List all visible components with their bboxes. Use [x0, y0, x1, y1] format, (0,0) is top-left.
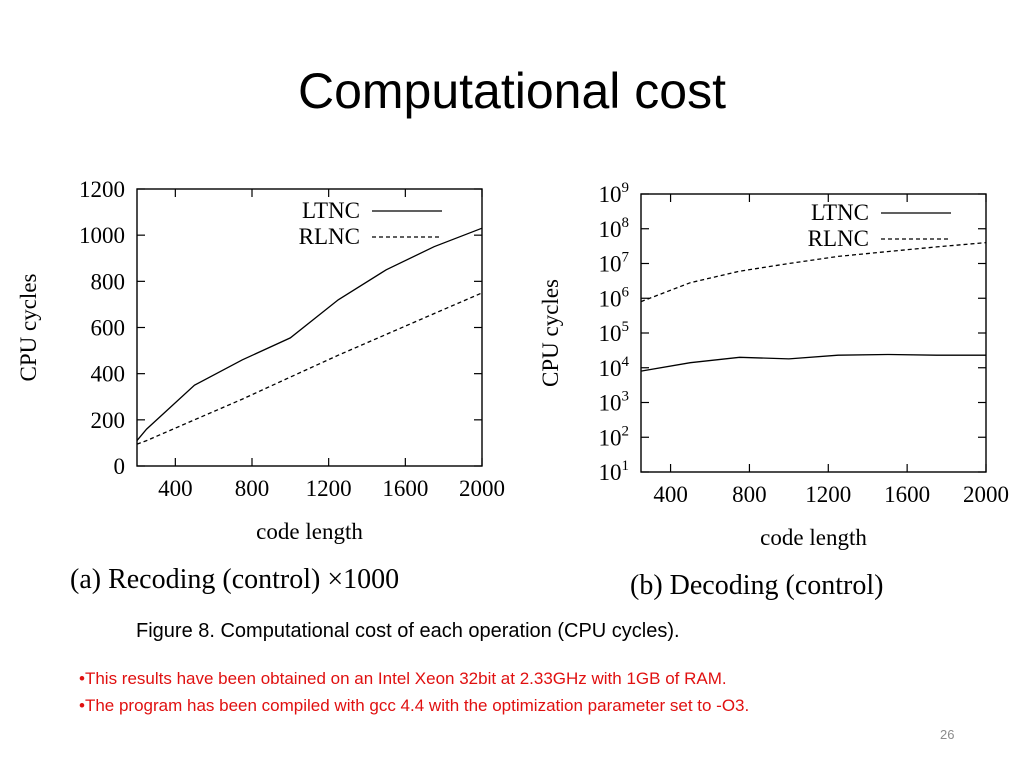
- x-tick-label: 2000: [459, 476, 505, 501]
- y-tick-label: 600: [91, 316, 126, 341]
- series-line-ltnc: [136, 227, 483, 442]
- chart-decoding-svg: 400 800 1200 1600 2000 101 102 103 104 105 106 107 1…: [538, 180, 1009, 600]
- chart-recoding-svg: 400 800 1200 1600 2000 0 200 400 600 800 1000 1200 L…: [16, 177, 505, 595]
- y-tick-label: 107: [599, 250, 630, 277]
- slide-title: Computational cost: [297, 63, 726, 119]
- legend-label: LTNC: [302, 198, 360, 223]
- y-tick-label: 200: [91, 408, 126, 433]
- slide-number: 26: [940, 727, 955, 742]
- y-tick-label: 1200: [79, 177, 125, 202]
- y-tick-label: 102: [599, 423, 630, 450]
- x-tick-label: 800: [732, 482, 767, 507]
- y-tick-label: 800: [91, 269, 126, 294]
- series-line-rlnc: [136, 292, 483, 445]
- chart-title: (a) Recoding (control) ×1000: [70, 564, 399, 595]
- x-tick-label: 400: [653, 482, 688, 507]
- figure-caption: Figure 8. Computational cost of each ope…: [136, 620, 680, 642]
- y-tick-label: 1000: [79, 223, 125, 248]
- y-tick-label: 400: [91, 362, 126, 387]
- chart-recoding: 400 800 1200 1600 2000 0 200 400 600 800 1000 1200 L…: [8, 170, 518, 600]
- x-axis-label: code length: [760, 525, 867, 550]
- legend-label: LTNC: [811, 200, 869, 225]
- y-tick-label: 105: [599, 319, 630, 346]
- x-tick-label: 800: [235, 476, 270, 501]
- y-tick-label: 108: [599, 215, 630, 242]
- x-tick-label: 2000: [963, 482, 1009, 507]
- series-line-rlnc: [640, 241, 987, 303]
- x-tick-label: 400: [158, 476, 193, 501]
- chart-title: (b) Decoding (control): [630, 570, 883, 600]
- legend-label: RLNC: [808, 226, 869, 251]
- notes-list: •This results have been obtained on an I…: [79, 665, 749, 719]
- x-tick-label: 1600: [382, 476, 428, 501]
- chart-decoding: 400 800 1200 1600 2000 101 102 103 104 105 106 107 1…: [528, 170, 1018, 600]
- y-axis-label: CPU cycles: [538, 279, 563, 387]
- x-tick-label: 1200: [805, 482, 851, 507]
- x-tick-label: 1200: [306, 476, 352, 501]
- x-tick-label: 1600: [884, 482, 930, 507]
- y-tick-label: 109: [599, 180, 630, 207]
- y-tick-label: 106: [599, 284, 630, 311]
- note-item: •This results have been obtained on an I…: [79, 669, 727, 688]
- x-axis-label: code length: [256, 519, 363, 544]
- legend-label: RLNC: [299, 224, 360, 249]
- y-tick-label: 101: [599, 458, 630, 485]
- y-axis-label: CPU cycles: [16, 273, 41, 381]
- y-tick-label: 103: [599, 389, 630, 416]
- note-item: •The program has been compiled with gcc …: [79, 696, 750, 715]
- series-line-ltnc: [640, 353, 986, 372]
- y-tick-label: 104: [599, 354, 630, 381]
- y-tick-label: 0: [114, 454, 126, 479]
